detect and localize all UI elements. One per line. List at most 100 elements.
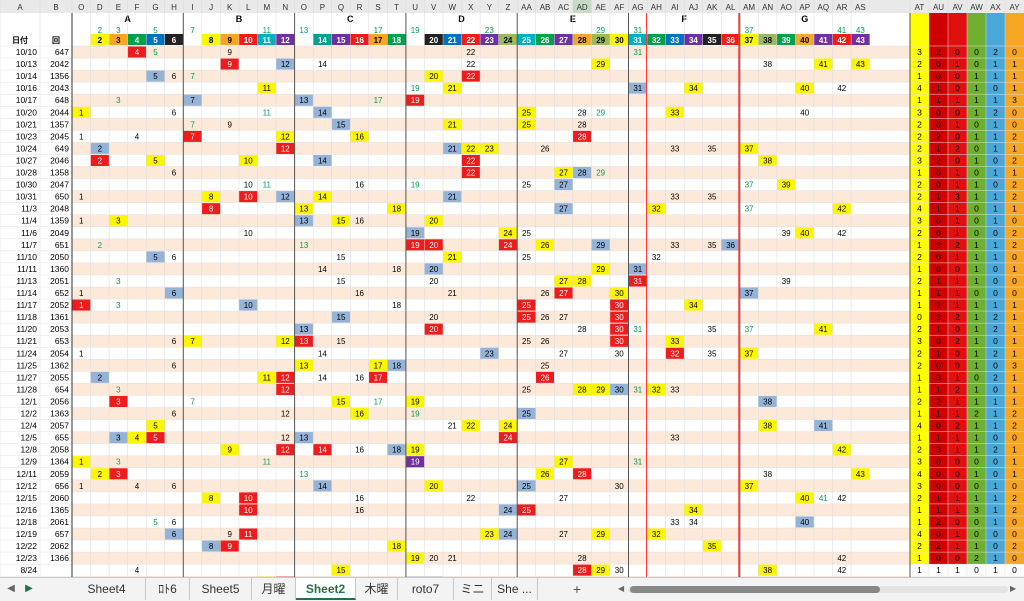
summary-count-cell[interactable]: 1 [1012, 143, 1017, 153]
number-cell[interactable]: 40 [800, 108, 809, 117]
summary-count-cell[interactable]: 2 [917, 493, 922, 503]
draw-number-cell[interactable]: 655 [55, 433, 69, 443]
summary-count-cell[interactable]: 0 [1012, 517, 1017, 527]
summary-count-cell[interactable]: 0 [955, 264, 960, 274]
column-letter[interactable]: U [412, 3, 418, 12]
date-cell[interactable]: 12/18 [16, 517, 38, 527]
summary-count-cell[interactable]: 3 [917, 457, 922, 467]
number-cell[interactable]: 32 [670, 349, 679, 358]
number-cell[interactable]: 25 [522, 181, 531, 190]
number-cell[interactable]: 14 [318, 265, 327, 274]
number-cell[interactable]: 18 [392, 265, 401, 274]
number-cell[interactable]: 34 [689, 84, 698, 93]
number-cell[interactable]: 5 [153, 48, 158, 57]
summary-count-cell[interactable]: 0 [936, 71, 941, 81]
number-cell[interactable]: 20 [429, 554, 438, 563]
summary-count-cell[interactable]: 2 [1012, 240, 1017, 250]
number-cell[interactable]: 27 [559, 349, 568, 358]
number-cell[interactable]: 33 [670, 108, 679, 117]
summary-count-cell[interactable]: 3 [917, 155, 922, 165]
date-cell[interactable]: 10/20 [16, 107, 38, 117]
summary-count-cell[interactable]: 0 [955, 83, 960, 93]
summary-count-cell[interactable]: 0 [993, 529, 998, 539]
number-cell[interactable]: 27 [559, 289, 568, 298]
date-cell[interactable]: 12/15 [16, 493, 38, 503]
number-cell[interactable]: 25 [522, 337, 531, 346]
number-cell[interactable]: 30 [615, 566, 624, 575]
number-cell[interactable]: 37 [745, 482, 754, 491]
number-cell[interactable]: 2 [98, 470, 103, 479]
number-cell[interactable]: 31 [633, 277, 642, 286]
number-cell[interactable]: 14 [318, 108, 327, 117]
number-cell[interactable]: 19 [411, 397, 420, 406]
number-cell[interactable]: 12 [281, 193, 290, 202]
number-cell[interactable]: 12 [281, 410, 290, 419]
column-letter[interactable]: P [320, 3, 325, 12]
scroll-tabs-left-icon[interactable]: ◀ [7, 583, 15, 594]
number-cell[interactable]: 10 [244, 506, 253, 515]
date-cell[interactable]: 11/14 [16, 288, 37, 298]
draw-number-cell[interactable]: 648 [55, 95, 69, 105]
number-cell[interactable]: 22 [466, 156, 475, 165]
number-cell[interactable]: 37 [745, 205, 754, 214]
number-cell[interactable]: 9 [227, 542, 232, 551]
column-letter[interactable]: AP [799, 3, 810, 12]
number-cell[interactable]: 38 [763, 60, 772, 69]
number-cell[interactable]: 18 [392, 542, 401, 551]
summary-count-cell[interactable]: 1 [993, 252, 998, 262]
number-cell[interactable]: 15 [337, 313, 346, 322]
summary-count-cell[interactable]: 1 [974, 276, 979, 286]
summary-count-cell[interactable]: 4 [917, 421, 922, 431]
draw-number-cell[interactable]: 2049 [50, 228, 69, 238]
number-cell[interactable]: 39 [782, 229, 791, 238]
number-cell[interactable]: 14 [318, 156, 327, 165]
number-cell[interactable]: 40 [800, 229, 809, 238]
number-cell[interactable]: 25 [522, 482, 531, 491]
number-cell[interactable]: 28 [578, 554, 587, 563]
summary-count-cell[interactable]: 0 [1012, 553, 1017, 563]
column-letter[interactable]: O [301, 3, 307, 12]
summary-count-cell[interactable]: 1 [936, 384, 941, 394]
summary-count-cell[interactable]: 2 [1012, 493, 1017, 503]
summary-count-cell[interactable]: 0 [974, 481, 979, 491]
date-cell[interactable]: 11/10 [16, 252, 37, 262]
summary-count-cell[interactable]: 1 [1012, 384, 1017, 394]
number-cell[interactable]: 27 [559, 277, 568, 286]
number-cell[interactable]: 9 [227, 60, 232, 69]
summary-count-cell[interactable]: 2 [936, 541, 941, 551]
summary-count-cell[interactable]: 1 [1012, 71, 1017, 81]
summary-count-cell[interactable]: 0 [974, 529, 979, 539]
number-cell[interactable]: 10 [244, 229, 253, 238]
column-letter[interactable]: AE [595, 3, 606, 12]
number-cell[interactable]: 15 [337, 397, 346, 406]
number-cell[interactable]: 29 [596, 566, 605, 575]
draw-number-cell[interactable]: 649 [55, 143, 69, 153]
number-cell[interactable]: 11 [244, 530, 253, 539]
summary-count-cell[interactable]: 1 [993, 505, 998, 515]
number-cell[interactable]: 8 [209, 542, 214, 551]
number-cell[interactable]: 10 [244, 193, 253, 202]
draw-number-cell[interactable]: 2059 [50, 469, 69, 479]
summary-count-cell[interactable]: 1 [974, 71, 979, 81]
number-cell[interactable]: 37 [745, 289, 754, 298]
summary-count-cell[interactable]: 2 [936, 155, 941, 165]
number-cell[interactable]: 8 [209, 205, 214, 214]
draw-number-cell[interactable]: 1366 [50, 553, 69, 563]
number-cell[interactable]: 31 [633, 385, 642, 394]
number-cell[interactable]: 25 [541, 361, 550, 370]
summary-count-cell[interactable]: 1 [955, 565, 960, 575]
number-cell[interactable]: 2 [98, 373, 103, 382]
number-cell[interactable]: 15 [337, 120, 346, 129]
summary-count-cell[interactable]: 2 [955, 384, 960, 394]
date-cell[interactable]: 11/17 [16, 300, 37, 310]
number-cell[interactable]: 38 [763, 566, 772, 575]
number-cell[interactable]: 19 [411, 96, 420, 105]
summary-count-cell[interactable]: 1 [993, 59, 998, 69]
summary-count-cell[interactable]: 1 [936, 493, 941, 503]
number-cell[interactable]: 3 [116, 277, 121, 286]
summary-count-cell[interactable]: 1 [993, 553, 998, 563]
number-cell[interactable]: 13 [299, 217, 308, 226]
summary-count-cell[interactable]: 2 [1012, 541, 1017, 551]
summary-count-cell[interactable]: 1 [917, 384, 922, 394]
number-cell[interactable]: 19 [411, 181, 420, 190]
